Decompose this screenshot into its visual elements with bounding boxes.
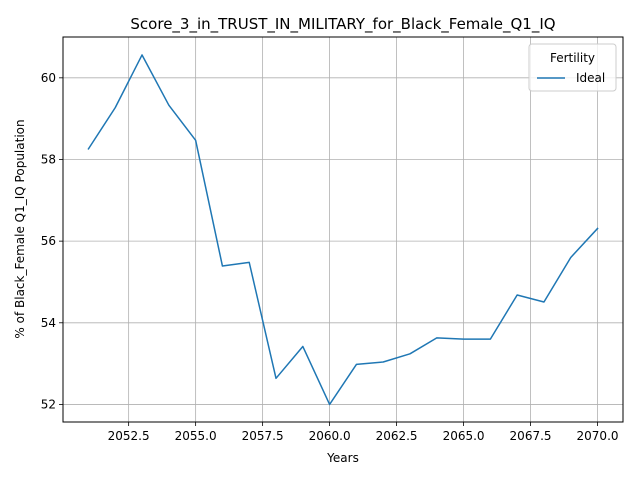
y-tick-label: 58 (41, 152, 56, 166)
x-tick-label: 2070.0 (577, 429, 619, 443)
y-tick-label: 56 (41, 234, 56, 248)
y-tick-label: 52 (41, 397, 56, 411)
legend-label-ideal: Ideal (576, 71, 605, 85)
legend-title: Fertility (550, 51, 595, 65)
chart-title: Score_3_in_TRUST_IN_MILITARY_for_Black_F… (130, 15, 555, 34)
y-axis-label: % of Black_Female Q1_IQ Population (13, 119, 27, 338)
legend: Fertility Ideal (529, 44, 616, 91)
x-tick-label: 2062.5 (376, 429, 418, 443)
x-tick-label: 2052.5 (108, 429, 150, 443)
x-tick-label: 2055.0 (175, 429, 217, 443)
x-axis-label: Years (326, 451, 359, 465)
y-tick-label: 54 (41, 316, 56, 330)
x-tick-label: 2065.0 (443, 429, 485, 443)
x-tick-label: 2057.5 (242, 429, 284, 443)
y-tick-label: 60 (41, 71, 56, 85)
x-tick-label: 2060.0 (309, 429, 351, 443)
x-tick-label: 2067.5 (510, 429, 552, 443)
